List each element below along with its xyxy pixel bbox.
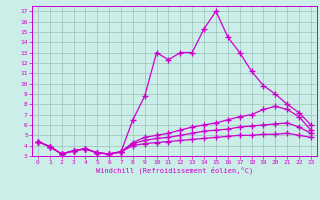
X-axis label: Windchill (Refroidissement éolien,°C): Windchill (Refroidissement éolien,°C): [96, 167, 253, 174]
